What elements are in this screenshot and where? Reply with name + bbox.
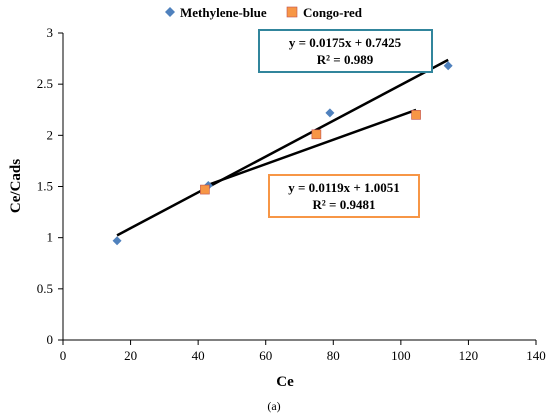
legend-item-methylene-blue: Methylene-blue (165, 5, 267, 20)
trendline-congo-red (204, 108, 417, 188)
r2-congo-red: R² = 0.9481 (313, 197, 376, 212)
y-tick-label: 0 (47, 332, 54, 347)
x-tick-label: 80 (327, 348, 340, 363)
y-tick-label: 3 (47, 25, 54, 40)
legend-marker-methylene-blue (165, 7, 175, 17)
x-ticks: 0 20 40 60 80 100 120 140 (60, 340, 546, 363)
r2-methylene-blue: R² = 0.989 (317, 52, 374, 67)
y-tick-label: 0.5 (37, 281, 53, 296)
x-axis-title: Ce (276, 374, 294, 390)
x-tick-label: 140 (526, 348, 546, 363)
x-tick-label: 60 (259, 348, 272, 363)
legend-label-methylene-blue: Methylene-blue (180, 5, 267, 20)
legend: Methylene-blue Congo-red (165, 5, 363, 20)
x-tick-label: 40 (192, 348, 205, 363)
data-points (112, 61, 453, 246)
y-ticks: 0 0.5 1 1.5 2 2.5 3 (37, 25, 63, 347)
data-point-methylene-blue (112, 236, 122, 246)
legend-marker-congo-red (286, 6, 298, 18)
legend-label-congo-red: Congo-red (303, 5, 363, 20)
legend-item-congo-red: Congo-red (286, 5, 363, 20)
equation-methylene-blue: y = 0.0175x + 0.7425 (289, 35, 402, 50)
data-point-congo-red (311, 129, 322, 140)
x-tick-label: 120 (459, 348, 479, 363)
data-point-congo-red (200, 184, 210, 195)
equation-box-frame-methylene-blue (258, 29, 433, 73)
plot-area: 0 20 40 60 80 100 120 140 0 0.5 1 1.5 2 2.5 3 (37, 25, 546, 363)
equation-box-frame-congo-red (268, 174, 420, 218)
y-tick-label: 1.5 (37, 179, 53, 194)
y-tick-label: 2.5 (37, 76, 53, 91)
x-tick-label: 0 (60, 348, 67, 363)
data-point-methylene-blue (443, 61, 453, 71)
x-tick-label: 20 (124, 348, 137, 363)
y-tick-label: 1 (47, 230, 54, 245)
equation-box-methylene-blue: y = 0.0175x + 0.7425 R² = 0.989 (258, 29, 433, 73)
y-tick-label: 2 (47, 127, 54, 142)
figure-caption: (a) (267, 399, 280, 413)
data-point-methylene-blue (325, 108, 335, 118)
y-axis-title: Ce/Cads (8, 159, 24, 213)
trendline-methylene-blue (116, 58, 449, 237)
trendlines (116, 58, 449, 237)
x-tick-label: 100 (391, 348, 411, 363)
data-point-congo-red (411, 110, 421, 120)
equation-box-congo-red: y = 0.0119x + 1.0051 R² = 0.9481 (268, 174, 420, 218)
equation-congo-red: y = 0.0119x + 1.0051 (288, 180, 400, 195)
